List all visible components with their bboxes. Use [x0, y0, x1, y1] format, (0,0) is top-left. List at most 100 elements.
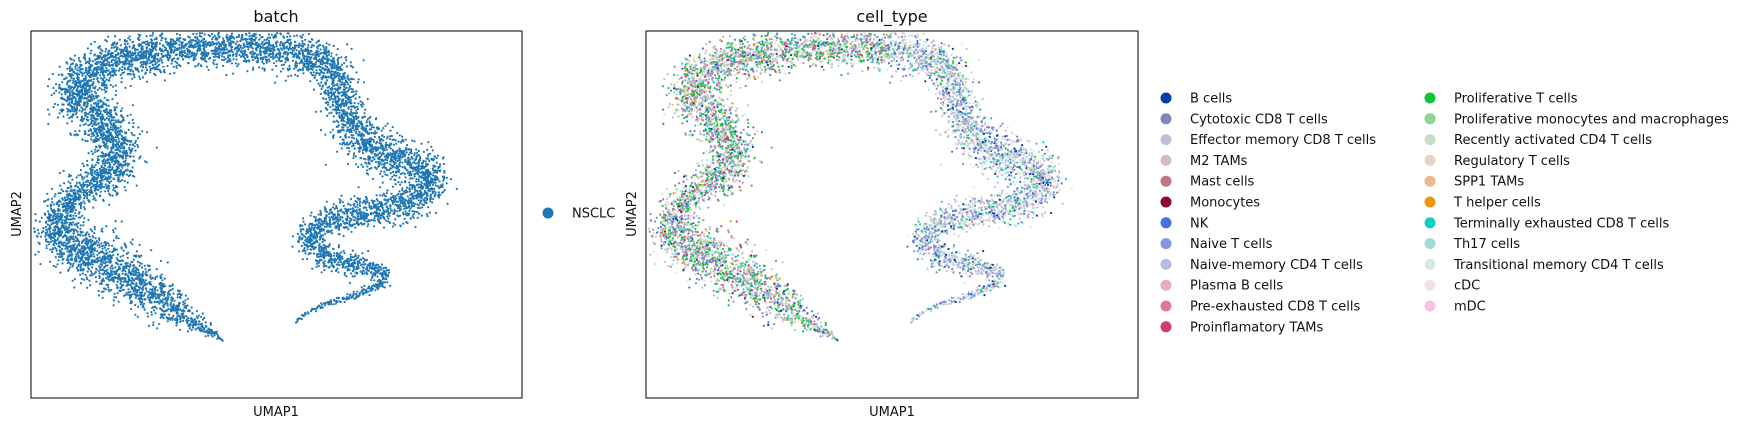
batch-scatter-point — [178, 315, 181, 319]
batch-scatter-point — [134, 277, 138, 280]
batch-scatter-point — [122, 160, 125, 163]
batch-scatter-point — [87, 71, 90, 74]
batch-scatter-point — [49, 241, 52, 244]
batch-scatter-point — [287, 75, 290, 78]
batch-scatter-point — [111, 267, 114, 270]
batch-scatter-point — [120, 114, 123, 117]
batch-scatter-point — [216, 37, 219, 40]
batch-scatter-point — [84, 256, 87, 259]
batch-scatter-point — [345, 65, 349, 68]
batch-scatter-point — [112, 151, 115, 154]
batch-scatter-point — [282, 45, 285, 48]
batch-scatter-point — [149, 274, 152, 277]
batch-scatter-point — [217, 336, 220, 339]
batch-scatter-point — [70, 218, 73, 221]
batch-scatter-point — [67, 194, 70, 197]
batch-scatter-point — [105, 251, 108, 255]
batch-scatter-point — [125, 143, 128, 146]
batch-scatter-point — [127, 128, 130, 131]
batch-scatter-point — [131, 166, 134, 169]
batch-scatter-point — [115, 57, 118, 60]
batch-scatter-point — [80, 277, 83, 280]
batch-scatter-point — [258, 38, 261, 41]
batch-scatter-point — [89, 274, 92, 277]
batch-scatter-point — [77, 263, 80, 266]
batch-scatter-point — [171, 298, 174, 301]
batch-scatter-point — [163, 293, 166, 296]
batch-scatter-point — [305, 55, 308, 58]
batch-scatter-point — [92, 134, 95, 137]
batch-scatter-point — [81, 183, 85, 186]
batch-scatter-point — [101, 257, 104, 260]
batch-scatter-point — [184, 304, 187, 307]
batch-scatter-point — [302, 63, 306, 66]
batch-scatter-point — [159, 34, 162, 37]
batch-scatter-point — [117, 176, 120, 179]
batch-scatter-point — [119, 260, 122, 263]
batch-scatter-point — [82, 245, 85, 248]
batch-scatter-point — [126, 58, 129, 62]
batch-scatter-point — [116, 292, 119, 295]
batch-scatter-point — [259, 56, 263, 60]
batch-scatter-point — [255, 49, 258, 52]
batch-scatter-point — [111, 42, 114, 45]
batch-scatter-point — [172, 303, 175, 306]
batch-scatter-point — [91, 119, 94, 123]
batch-scatter-point — [114, 34, 117, 38]
batch-scatter-point — [61, 103, 64, 106]
batch-scatter-point — [180, 55, 183, 58]
batch-scatter-point — [126, 139, 129, 142]
batch-scatter-point — [155, 48, 158, 51]
batch-scatter-point — [121, 259, 124, 262]
batch-scatter-point — [217, 46, 221, 49]
batch-scatter-point — [104, 183, 107, 186]
batch-scatter-point — [92, 253, 95, 256]
batch-scatter-point — [134, 141, 137, 145]
batch-scatter-point — [245, 43, 249, 46]
batch-scatter-point — [283, 41, 287, 45]
batch-scatter-point — [145, 35, 148, 38]
batch-scatter-point — [135, 283, 138, 286]
batch-scatter-point — [175, 66, 178, 69]
batch-scatter-point — [225, 33, 228, 36]
batch-scatter-point — [162, 44, 165, 47]
batch-scatter-point — [222, 37, 225, 40]
batch-scatter-point — [275, 52, 278, 55]
batch-scatter-point — [289, 35, 292, 38]
batch-scatter-point — [83, 206, 86, 209]
batch-scatter-point — [206, 42, 209, 45]
batch-scatter-point — [120, 110, 123, 113]
batch-scatter-point — [131, 104, 135, 107]
batch-scatter-point — [116, 47, 119, 50]
batch-scatter-point — [195, 52, 198, 55]
batch-scatter-point — [57, 255, 61, 258]
batch-scatter-point — [71, 195, 74, 198]
batch-scatter-point — [56, 223, 59, 226]
batch-scatter-point — [75, 197, 78, 200]
batch-scatter-point — [58, 241, 61, 244]
batch-scatter-point — [53, 92, 56, 95]
batch-scatter-point — [79, 273, 82, 276]
batch-scatter-point — [132, 254, 136, 257]
batch-scatter-point — [307, 40, 311, 43]
batch-scatter-point — [191, 38, 194, 42]
batch-scatter-point — [182, 315, 186, 318]
batch-scatter-point — [81, 178, 84, 181]
batch-scatter-point — [61, 224, 64, 227]
batch-scatter-point — [315, 61, 318, 64]
batch-scatter-point — [69, 208, 72, 211]
batch-scatter-point — [90, 43, 93, 46]
batch-scatter-point — [136, 315, 139, 318]
batch-scatter-point — [97, 65, 100, 68]
batch-scatter-point — [301, 33, 304, 36]
batch-scatter-point — [103, 265, 106, 268]
batch-scatter-point — [146, 296, 149, 299]
batch-scatter-point — [102, 131, 105, 134]
batch-scatter-point — [141, 76, 145, 79]
batch-scatter-point — [197, 323, 200, 326]
batch-scatter-point — [125, 284, 128, 287]
batch-scatter-point — [218, 56, 221, 59]
batch-scatter-point — [88, 193, 91, 197]
batch-scatter-point — [196, 50, 199, 53]
batch-scatter-point — [85, 197, 89, 200]
